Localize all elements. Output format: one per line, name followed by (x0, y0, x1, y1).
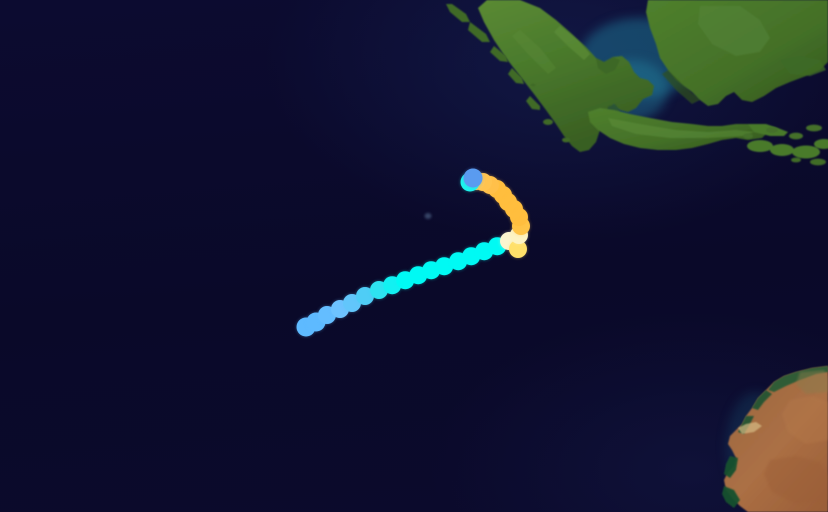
sumatra-landmass (478, 0, 654, 152)
track-point (509, 240, 527, 258)
track-point (356, 287, 374, 305)
borneo-landmass (646, 0, 828, 106)
lesser-sunda-islands (743, 124, 828, 166)
track-point (463, 168, 483, 188)
track-point (435, 257, 453, 275)
australia-landmass (722, 366, 828, 512)
unnamed-island-speck (424, 213, 432, 219)
mentawai-islands (446, 4, 570, 143)
